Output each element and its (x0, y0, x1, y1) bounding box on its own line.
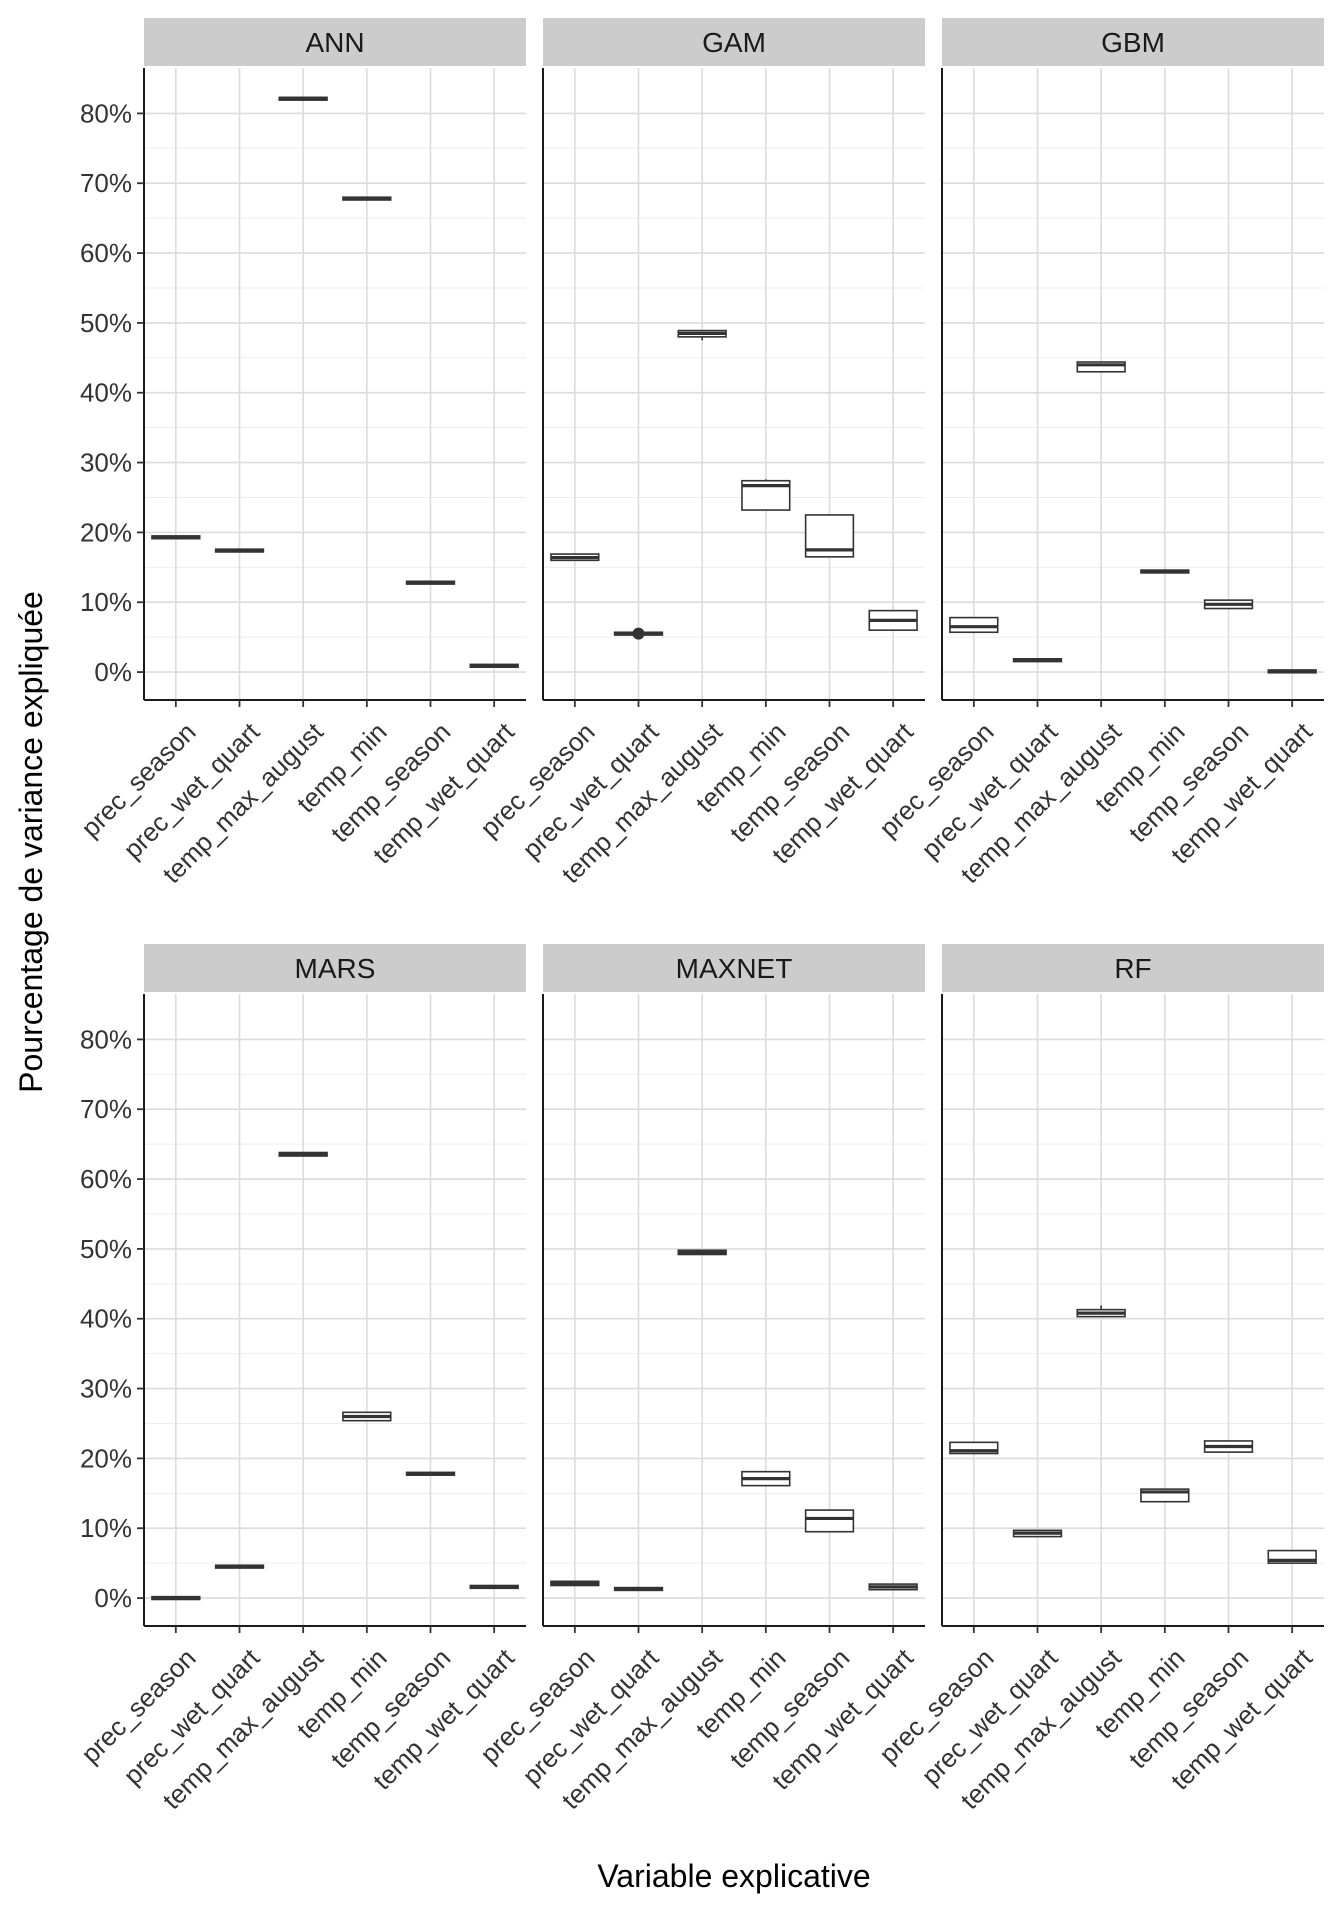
y-tick-label: 30% (80, 1374, 132, 1404)
y-tick-label: 60% (80, 238, 132, 268)
y-tick-label: 50% (80, 308, 132, 338)
facet-strip (942, 18, 1324, 66)
box-temp_season (804, 514, 855, 558)
facet-strip-label: MARS (295, 953, 376, 984)
y-tick-label: 50% (80, 1234, 132, 1264)
box-iqr (949, 1441, 999, 1455)
box-iqr (804, 1509, 855, 1533)
box-temp_wet_quart (469, 1584, 519, 1590)
panel-background (144, 994, 526, 1626)
box-temp_season (804, 1509, 855, 1533)
panel-background (543, 68, 925, 700)
box-temp_min (741, 1470, 791, 1487)
box-prec_season (151, 535, 201, 540)
y-axis-title: Pourcentage de variance expliquée (13, 591, 49, 1093)
box-temp_wet_quart (469, 663, 519, 668)
facet-panel-ann: ANN0%10%20%30%40%50%60%70%80%prec_season… (75, 18, 526, 889)
panel-background (543, 994, 925, 1626)
box-prec_wet_quart (214, 548, 265, 553)
facet-strip-label: GAM (702, 27, 766, 58)
y-tick-label: 60% (80, 1164, 132, 1194)
box-temp_max_august (677, 329, 727, 341)
box-temp_wet_quart (868, 1583, 918, 1591)
box-prec_season (949, 1441, 999, 1455)
facet-strip-label: ANN (305, 27, 364, 58)
y-tick-label: 40% (80, 378, 132, 408)
box-temp_wet_quart (1267, 1549, 1317, 1564)
facet-panel-mars: MARS0%10%20%30%40%50%60%70%80%prec_seaso… (75, 944, 526, 1815)
box-temp_min (1140, 569, 1190, 574)
outlier-point (632, 627, 645, 640)
facet-strip-label: MAXNET (676, 953, 793, 984)
panel-background (942, 68, 1324, 700)
y-tick-label: 80% (80, 1024, 132, 1054)
y-tick-label: 70% (80, 1094, 132, 1124)
y-tick-label: 20% (80, 1443, 132, 1473)
y-tick-label: 70% (80, 168, 132, 198)
box-prec_wet_quart (1012, 1529, 1063, 1538)
x-axis-title: Variable explicative (597, 1858, 870, 1894)
box-temp_max_august (278, 1151, 328, 1157)
box-temp_min (1140, 1488, 1190, 1503)
box-prec_season (550, 1580, 600, 1587)
box-temp_max_august (278, 96, 328, 101)
facet-strip (543, 944, 925, 992)
box-iqr (1076, 361, 1126, 373)
facet-panel-gbm: GBMprec_seasonprec_wet_quarttemp_max_aug… (873, 18, 1324, 889)
box-temp_max_august (677, 1249, 727, 1256)
box-temp_min (342, 196, 392, 201)
panel-background (144, 68, 526, 700)
panel-background (942, 994, 1324, 1626)
box-prec_season (550, 553, 600, 562)
facet-panel-rf: RFprec_seasonprec_wet_quarttemp_max_augu… (873, 944, 1324, 1815)
facet-strip (543, 18, 925, 66)
facet-strip (942, 944, 1324, 992)
y-tick-label: 30% (80, 448, 132, 478)
box-temp_max_august (1076, 1305, 1126, 1318)
facet-strip (144, 944, 526, 992)
facet-panel-maxnet: MAXNETprec_seasonprec_wet_quarttemp_max_… (474, 944, 925, 1815)
box-iqr (949, 616, 999, 634)
box-temp_season (1203, 599, 1254, 610)
box-prec_wet_quart (613, 1586, 664, 1592)
facet-grid: ANN0%10%20%30%40%50%60%70%80%prec_season… (75, 18, 1324, 1815)
box-temp_season (405, 580, 456, 585)
facet-strip-label: GBM (1101, 27, 1165, 58)
box-temp_wet_quart (868, 609, 918, 631)
box-temp_min (342, 1411, 392, 1422)
box-temp_season (405, 1471, 456, 1476)
y-tick-label: 10% (80, 1513, 132, 1543)
box-temp_min (741, 479, 791, 511)
box-temp_season (1203, 1440, 1254, 1453)
box-prec_wet_quart (1012, 657, 1063, 663)
box-temp_wet_quart (1267, 669, 1317, 674)
box-prec_season (949, 616, 999, 634)
y-tick-label: 40% (80, 1304, 132, 1334)
y-tick-label: 20% (80, 517, 132, 547)
y-tick-label: 0% (94, 1583, 132, 1613)
facet-panel-gam: GAMprec_seasonprec_wet_quarttemp_max_aug… (474, 18, 925, 889)
box-prec_wet_quart (214, 1564, 265, 1569)
y-tick-label: 0% (94, 657, 132, 687)
box-temp_max_august (1076, 361, 1126, 373)
facet-strip-label: RF (1114, 953, 1151, 984)
box-prec_season (151, 1595, 201, 1601)
facet-strip (144, 18, 526, 66)
y-tick-label: 80% (80, 98, 132, 128)
y-tick-label: 10% (80, 587, 132, 617)
